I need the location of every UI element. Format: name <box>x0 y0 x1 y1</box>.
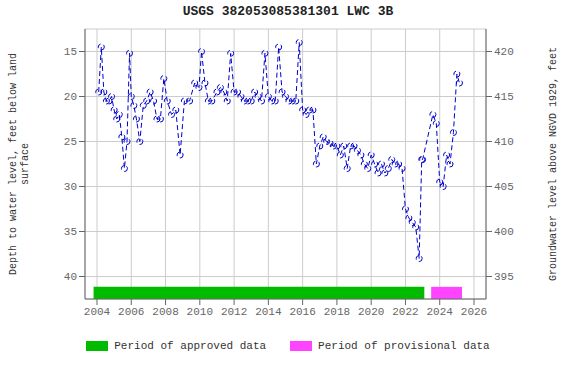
svg-text:2014: 2014 <box>255 306 282 318</box>
svg-text:2018: 2018 <box>324 306 350 318</box>
svg-text:2006: 2006 <box>118 306 144 318</box>
svg-text:2004: 2004 <box>84 306 111 318</box>
svg-text:30: 30 <box>64 181 77 193</box>
svg-text:2020: 2020 <box>358 306 384 318</box>
svg-text:35: 35 <box>64 226 77 238</box>
svg-text:2010: 2010 <box>187 306 213 318</box>
svg-text:2012: 2012 <box>221 306 247 318</box>
html-text:Period of provisional data: Period of provisional data <box>318 340 490 352</box>
svg-text:2008: 2008 <box>152 306 178 318</box>
svg-text:2022: 2022 <box>392 306 418 318</box>
svg-text:405: 405 <box>494 181 514 193</box>
html-text:Groundwater level above NGVD 1: Groundwater level above NGVD 1929, feet <box>548 47 559 281</box>
html-text:USGS 382053085381301 LWC 3B: USGS 382053085381301 LWC 3B <box>182 4 394 19</box>
svg-text:15: 15 <box>64 46 77 58</box>
svg-text:2024: 2024 <box>427 306 454 318</box>
svg-text:20: 20 <box>64 91 77 103</box>
html-text:Period of approved data: Period of approved data <box>114 340 267 352</box>
svg-text:400: 400 <box>494 226 514 238</box>
svg-text:410: 410 <box>494 136 514 148</box>
svg-text:415: 415 <box>494 91 514 103</box>
html-text:Depth to water level, feet bel: Depth to water level, feet below land su… <box>8 53 31 275</box>
svg-text:40: 40 <box>64 271 77 283</box>
svg-text:25: 25 <box>64 136 77 148</box>
svg-text:2016: 2016 <box>289 306 315 318</box>
svg-text:2026: 2026 <box>461 306 487 318</box>
svg-text:420: 420 <box>494 46 514 58</box>
svg-text:395: 395 <box>494 271 514 283</box>
